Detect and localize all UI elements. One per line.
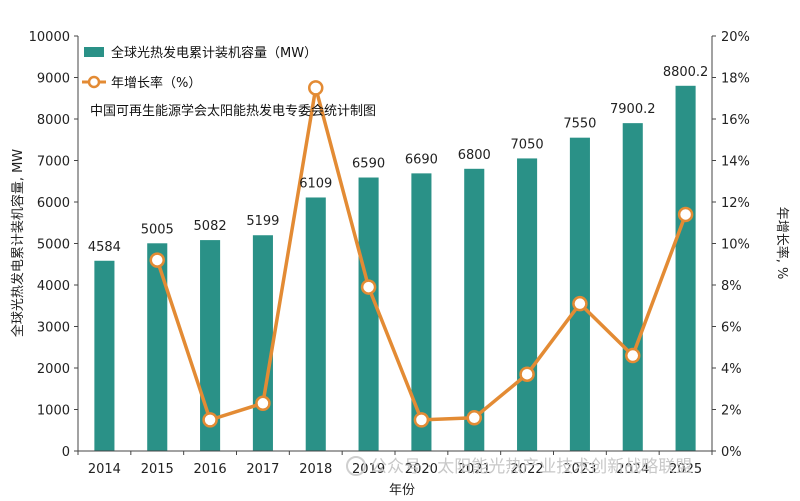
x-tick-label: 2017 xyxy=(246,462,279,477)
y-tick-label: 8000 xyxy=(37,113,70,128)
bar xyxy=(200,240,221,451)
y2-tick-label: 16% xyxy=(721,113,750,128)
bar xyxy=(569,137,590,452)
bar-value-label: 6590 xyxy=(352,157,385,172)
bar-value-label: 6800 xyxy=(458,148,491,163)
watermark-text: 公众号 · 太阳能光热产业技术创新战略联盟 xyxy=(370,457,692,477)
y2-tick-label: 4% xyxy=(721,362,742,377)
growth-rate-point xyxy=(360,279,377,295)
y2-tick-label: 18% xyxy=(721,72,750,87)
growth-rate-point xyxy=(308,80,324,96)
x-tick-label: 2024 xyxy=(616,462,649,477)
y2-tick-label: 0% xyxy=(721,445,742,460)
y-tick-label: 1000 xyxy=(37,404,70,419)
y2-axis-title: 年增长率, % xyxy=(774,207,790,280)
x-tick-label: 2015 xyxy=(141,462,174,477)
bar-value-label: 4584 xyxy=(88,240,121,255)
bar xyxy=(464,168,485,452)
x-tick-label: 2022 xyxy=(511,462,544,477)
x-tick-label: 2025 xyxy=(669,462,702,477)
y-axis-title: 全球光热发电累计装机容量, MW xyxy=(10,149,26,337)
growth-rate-point xyxy=(466,410,482,426)
legend-bar-swatch xyxy=(84,47,104,57)
y-tick-label: 10000 xyxy=(29,30,70,45)
bar xyxy=(94,260,115,451)
bar-value-label: 7050 xyxy=(511,137,544,152)
bar-value-label: 8800.2 xyxy=(663,65,709,80)
bar-value-label: 6109 xyxy=(299,176,332,191)
x-tick-label: 2023 xyxy=(563,462,596,477)
bar-value-label: 5005 xyxy=(141,222,174,237)
bar-value-label: 5199 xyxy=(246,214,279,229)
x-tick-label: 2016 xyxy=(194,462,227,477)
y2-tick-label: 8% xyxy=(721,279,742,294)
x-axis-title: 年份 xyxy=(389,483,415,498)
growth-rate-point xyxy=(625,347,641,364)
legend: 全球光热发电累计装机容量（MW） 年增长率（%） xyxy=(82,45,317,91)
bar xyxy=(675,85,696,452)
bar-value-label: 5082 xyxy=(194,219,227,234)
growth-rate-point xyxy=(677,206,694,223)
bar-value-label: 7550 xyxy=(563,117,596,132)
y2-tick-label: 6% xyxy=(721,321,742,336)
bar xyxy=(411,173,432,452)
line-series xyxy=(149,80,694,428)
wechat-icon xyxy=(346,456,366,476)
y2-tick-label: 14% xyxy=(721,155,750,170)
y2-tick-label: 10% xyxy=(721,238,750,253)
y-tick-label: 4000 xyxy=(37,279,70,294)
watermark: 公众号 · 太阳能光热产业技术创新战略联盟 xyxy=(346,456,692,477)
bar xyxy=(252,235,273,451)
x-tick-label: 2021 xyxy=(458,462,491,477)
growth-rate-point xyxy=(572,295,588,312)
growth-rate-point xyxy=(413,412,430,428)
axes: 0 1000 2000 3000 4000 5000 6000 7000 8000 9000 100… xyxy=(29,30,750,477)
bar xyxy=(622,123,643,452)
growth-rate-point xyxy=(202,412,218,428)
y2-tick-label: 20% xyxy=(721,30,750,45)
x-tick-label: 2014 xyxy=(88,462,121,477)
y-tick-label: 5000 xyxy=(37,238,70,253)
y-tick-label: 0 xyxy=(62,445,70,460)
y-tick-label: 6000 xyxy=(37,196,70,211)
x-tick-label: 2018 xyxy=(299,462,332,477)
bar xyxy=(305,197,326,451)
y-tick-label: 7000 xyxy=(37,155,70,170)
bar-value-label: 6690 xyxy=(405,152,438,167)
bar-value-labels: 4584 5005 5082 5199 6109 6590 6690 6800 7050 7550… xyxy=(88,65,708,255)
y2-tick-label: 12% xyxy=(721,196,750,211)
legend-bar-label: 全球光热发电累计装机容量（MW） xyxy=(111,45,317,61)
bar xyxy=(358,177,379,451)
bar xyxy=(517,158,538,452)
y-tick-label: 9000 xyxy=(37,72,70,87)
growth-rate-point xyxy=(255,395,271,412)
x-tick-label: 2020 xyxy=(405,462,438,477)
growth-rate-point xyxy=(149,252,165,268)
bar xyxy=(147,243,168,451)
y-tick-label: 2000 xyxy=(37,362,70,377)
legend-line-marker xyxy=(87,75,101,89)
legend-line-label: 年增长率（%） xyxy=(111,75,201,91)
source-annotation: 中国可再生能源学会太阳能热发电专委会统计制图 xyxy=(90,103,376,119)
growth-rate-point xyxy=(519,366,535,382)
y-tick-label: 3000 xyxy=(37,321,70,336)
bar-value-label: 7900.2 xyxy=(610,102,656,117)
y2-tick-label: 2% xyxy=(721,404,742,419)
